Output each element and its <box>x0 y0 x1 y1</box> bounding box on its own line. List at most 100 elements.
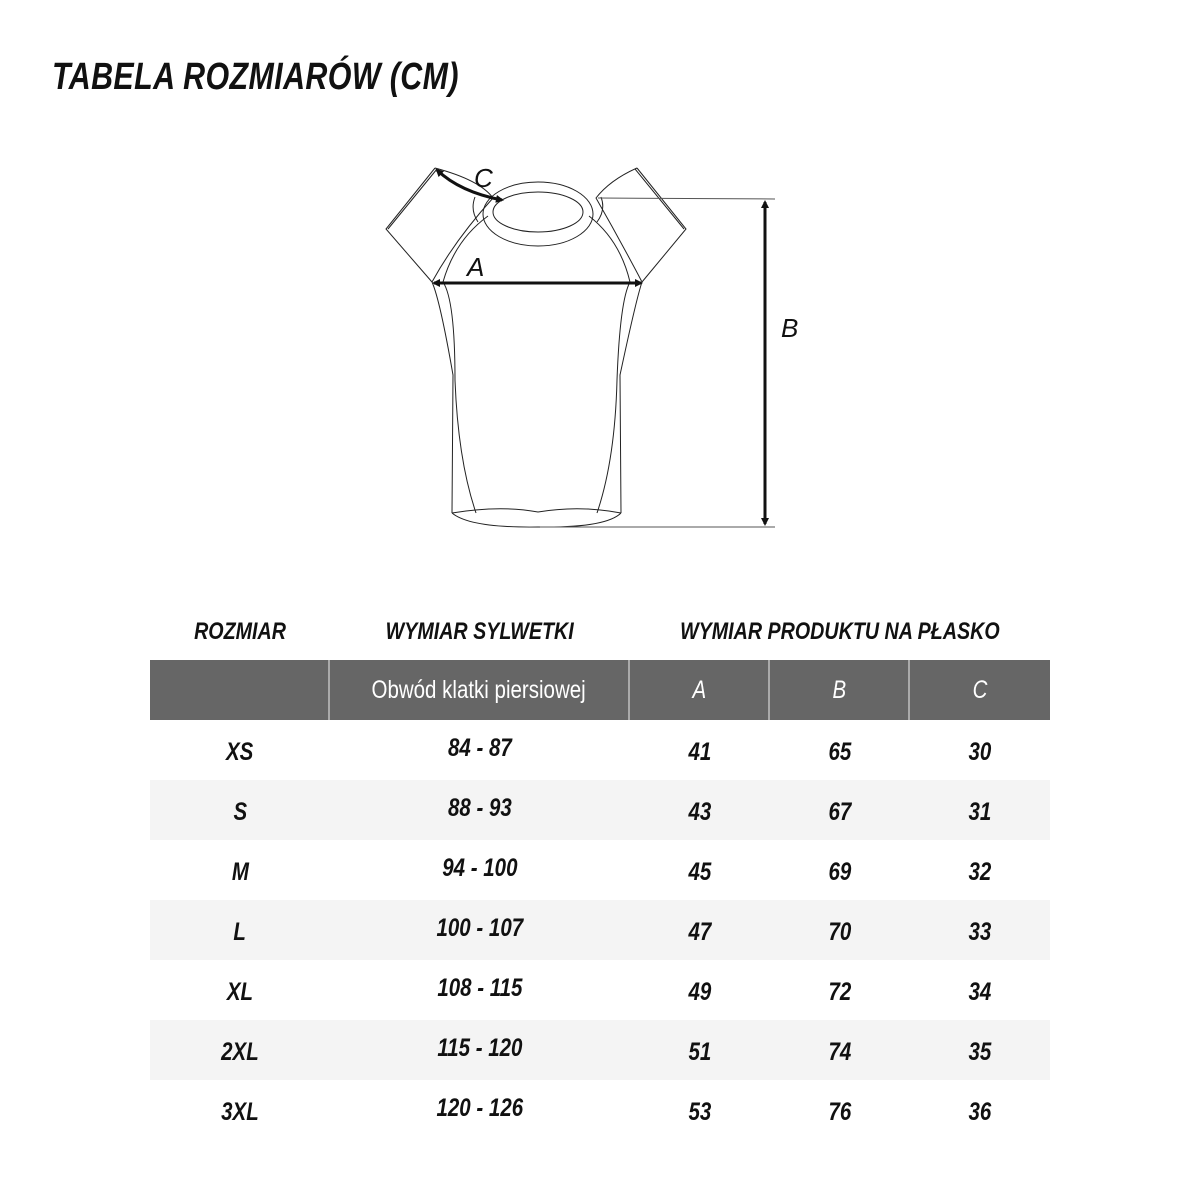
table-cell: 49 <box>630 960 770 1020</box>
table-cell-text: 41 <box>688 738 712 766</box>
table-cell: 31 <box>910 780 1050 840</box>
group-header-size-text: ROZMIAR <box>194 618 286 645</box>
table-cell-text: 47 <box>688 918 712 946</box>
table-cell-text: 45 <box>688 858 712 886</box>
header-cell-chest: Obwód klatki piersiowej <box>330 660 630 720</box>
table-cell-text: 65 <box>828 738 852 766</box>
shirt-outline <box>385 167 776 528</box>
table-cell: 2XL <box>150 1020 330 1080</box>
table-cell: 30 <box>910 720 1050 780</box>
table-cell-text: 49 <box>688 978 712 1006</box>
group-header-body-text: WYMIAR SYLWETKI <box>385 618 575 645</box>
table-row: XS 84 - 87 41 65 30 <box>150 720 1050 780</box>
page-title: TABELA ROZMIARÓW (CM) <box>52 56 459 98</box>
table-cell: S <box>150 780 330 840</box>
table-cell: 74 <box>770 1020 910 1080</box>
table-cell: 47 <box>630 900 770 960</box>
table-cell-text: XS <box>226 738 254 766</box>
table-row: XL 108 - 115 49 72 34 <box>150 960 1050 1020</box>
table-cell: XL <box>150 960 330 1020</box>
table-header-row: Obwód klatki piersiowej A B C <box>150 660 1050 720</box>
table-cell-text: 88 - 93 <box>448 794 512 822</box>
table-row: L 100 - 107 47 70 33 <box>150 900 1050 960</box>
table-cell-text: 72 <box>828 978 852 1006</box>
group-header-size: ROZMIAR <box>150 615 330 649</box>
table-cell: 69 <box>770 840 910 900</box>
table-cell-text: 53 <box>688 1098 712 1126</box>
group-header-product: WYMIAR PRODUKTU NA PŁASKO <box>630 615 1050 649</box>
table-cell-text: 36 <box>968 1098 992 1126</box>
table-cell-text: 69 <box>828 858 852 886</box>
header-a-text: A <box>692 676 706 704</box>
table-cell-text: 30 <box>968 738 992 766</box>
table-cell: 100 - 107 <box>330 900 630 960</box>
table-row: M 94 - 100 45 69 32 <box>150 840 1050 900</box>
table-cell: 43 <box>630 780 770 840</box>
table-cell-text: 84 - 87 <box>448 734 512 762</box>
table-cell: 51 <box>630 1020 770 1080</box>
table-cell: 72 <box>770 960 910 1020</box>
table-cell-text: 94 - 100 <box>442 854 518 882</box>
table-cell: 36 <box>910 1080 1050 1140</box>
table-cell-text: 70 <box>828 918 852 946</box>
table-cell-text: 43 <box>688 798 712 826</box>
table-cell-text: 100 - 107 <box>436 914 524 942</box>
header-chest-text: Obwód klatki piersiowej <box>371 676 587 704</box>
table-cell: 94 - 100 <box>330 840 630 900</box>
table-cell-text: M <box>231 858 249 886</box>
table-cell-text: 51 <box>688 1038 712 1066</box>
table-cell: XS <box>150 720 330 780</box>
table-cell: 108 - 115 <box>330 960 630 1020</box>
table-cell-text: 120 - 126 <box>436 1094 524 1122</box>
table-cell: 70 <box>770 900 910 960</box>
table-cell-text: 76 <box>828 1098 852 1126</box>
table-cell-text: 2XL <box>221 1038 259 1066</box>
table-cell: 115 - 120 <box>330 1020 630 1080</box>
table-cell: 53 <box>630 1080 770 1140</box>
table-cell-text: 31 <box>968 798 992 826</box>
table-cell-text: 3XL <box>221 1098 259 1126</box>
header-c-text: C <box>972 676 988 704</box>
table-cell: 45 <box>630 840 770 900</box>
table-cell-text: 35 <box>968 1038 992 1066</box>
group-header-body: WYMIAR SYLWETKI <box>330 615 630 649</box>
table-cell-text: 33 <box>968 918 992 946</box>
measure-c-arrow <box>435 168 504 203</box>
shirt-diagram: C A B <box>385 163 798 528</box>
header-cell-b: B <box>770 660 910 720</box>
table-cell: 65 <box>770 720 910 780</box>
table-cell-text: L <box>233 918 247 946</box>
table-cell: 3XL <box>150 1080 330 1140</box>
header-cell-a: A <box>630 660 770 720</box>
table-cell: 34 <box>910 960 1050 1020</box>
header-cell-c: C <box>910 660 1050 720</box>
table-cell: 35 <box>910 1020 1050 1080</box>
table-row: S 88 - 93 43 67 31 <box>150 780 1050 840</box>
table-cell: 88 - 93 <box>330 780 630 840</box>
table-cell-text: 74 <box>828 1038 852 1066</box>
table-cell-text: S <box>233 798 247 826</box>
table-cell: 76 <box>770 1080 910 1140</box>
table-row: 3XL 120 - 126 53 76 36 <box>150 1080 1050 1140</box>
table-cell: 32 <box>910 840 1050 900</box>
group-header-product-text: WYMIAR PRODUKTU NA PŁASKO <box>680 618 1000 645</box>
table-cell: 120 - 126 <box>330 1080 630 1140</box>
label-c: C <box>474 163 493 193</box>
table-row: 2XL 115 - 120 51 74 35 <box>150 1020 1050 1080</box>
label-a: A <box>465 252 484 282</box>
table-cell-text: 34 <box>968 978 992 1006</box>
table-cell: 33 <box>910 900 1050 960</box>
table-cell: 67 <box>770 780 910 840</box>
table-cell: L <box>150 900 330 960</box>
table-cell-text: 67 <box>828 798 852 826</box>
table-cell-text: XL <box>226 978 254 1006</box>
table-cell-text: 108 - 115 <box>437 974 523 1002</box>
label-b: B <box>781 313 798 343</box>
table-cell: M <box>150 840 330 900</box>
table-cell: 84 - 87 <box>330 720 630 780</box>
header-cell-size <box>150 660 330 720</box>
table-cell-text: 115 - 120 <box>437 1034 523 1062</box>
size-table: Obwód klatki piersiowej A B C XS 84 - 87 4… <box>150 660 1050 1140</box>
table-cell-text: 32 <box>968 858 992 886</box>
table-cell: 41 <box>630 720 770 780</box>
